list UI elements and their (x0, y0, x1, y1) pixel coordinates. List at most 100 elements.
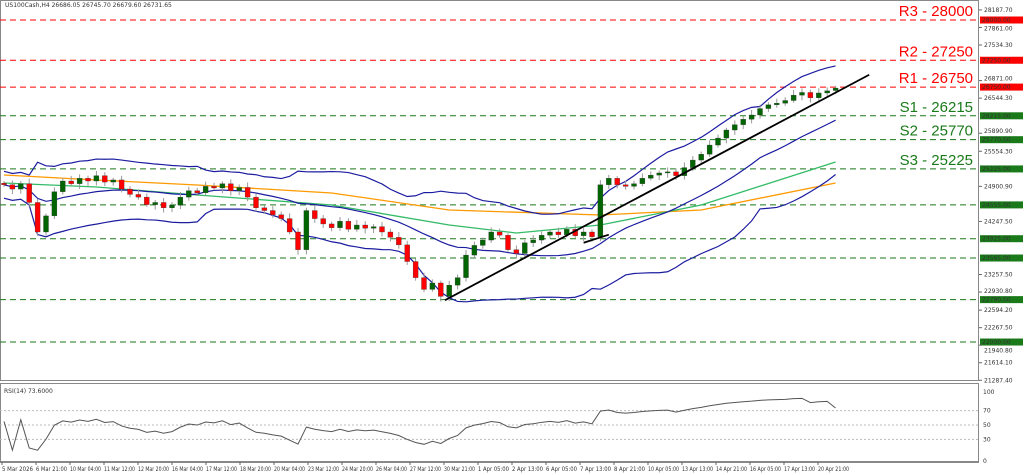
x-tick-label: 16 Apr 05:00 (750, 466, 781, 473)
candle-body (606, 178, 612, 185)
level-tag-bg (980, 254, 1023, 262)
level-tag-bg (980, 112, 1023, 120)
level-tag-bg (980, 16, 1023, 24)
x-tick-label: 18 Mar 20:00 (240, 466, 271, 473)
candle-body (68, 180, 74, 184)
level-label-26215: S1 - 26215 (900, 99, 973, 116)
candle-body (110, 179, 116, 183)
candle-body (312, 210, 318, 219)
x-tick-label: 10 Apr 05:00 (648, 466, 679, 473)
candle-body (765, 104, 772, 109)
candle-body (522, 242, 528, 254)
x-tick-label: 20 Apr 21:00 (818, 466, 849, 473)
trendline (444, 73, 870, 301)
candle-body (807, 92, 814, 98)
y-tick-label: 24247.50 (984, 218, 1013, 225)
candle-body (530, 239, 536, 243)
candle-body (60, 180, 66, 192)
candle-body (538, 235, 545, 241)
candle-body (202, 186, 209, 193)
x-tick-label: 2 Apr 13:00 (512, 466, 543, 473)
candle-body (270, 210, 276, 215)
level-tag-bg (980, 56, 1023, 64)
candle-body (463, 254, 469, 278)
candle-body (51, 191, 58, 217)
bollinger-middle (3, 119, 836, 257)
level-tag-22790: 22790.00 (982, 297, 1011, 304)
candle-body (18, 183, 24, 190)
level-tag-22000: 22000.00 (982, 339, 1011, 346)
candle-body (622, 184, 629, 187)
candle-body (698, 154, 704, 161)
candle-body (799, 92, 805, 96)
level-label-27250: R2 - 27250 (899, 43, 973, 60)
level-label-25770: S2 - 25770 (900, 123, 973, 140)
x-tick-label: 5 Mar 2026 (2, 466, 33, 473)
candle-body (144, 196, 150, 205)
candle-body (412, 261, 419, 278)
candle-body (261, 207, 268, 211)
x-tick-label: 26 Mar 04:00 (376, 466, 407, 473)
x-tick-label: 30 Mar 21:00 (444, 466, 475, 473)
candle-body (631, 183, 637, 187)
candle-body (547, 231, 553, 236)
candle-body (774, 103, 780, 105)
x-tick-label: 1 Apr 05:00 (478, 466, 509, 473)
x-tick-label: 23 Mar 12:00 (308, 466, 339, 473)
y-tick-label: 24900.90 (984, 183, 1013, 190)
y-tick-label: 21287.40 (984, 377, 1013, 384)
candle-body (93, 175, 100, 182)
level-tag-26750: 26750.00 (982, 84, 1011, 91)
candle-body (9, 184, 16, 190)
y-tick-label: 22267.50 (984, 325, 1013, 332)
candle-body (85, 178, 91, 182)
candle-body (446, 284, 452, 297)
moving-average-fast (3, 161, 836, 234)
x-tick-label: 16 Mar 04:00 (172, 466, 203, 473)
x-tick-label: 7 Apr 13:00 (580, 466, 611, 473)
candle-body (34, 202, 41, 233)
rsi-tick-label: 70 (983, 408, 991, 415)
candle-body (690, 159, 696, 168)
candle-body (169, 205, 175, 208)
candle-body (790, 94, 797, 101)
candle-body (43, 215, 49, 233)
x-tick-label: 10 Mar 04:00 (70, 466, 101, 473)
level-label-26750: R1 - 26750 (899, 70, 973, 87)
candle-body (438, 282, 444, 297)
symbol-label: US100Cash,H4 (5, 2, 50, 9)
candle-body (715, 137, 721, 146)
level-tag-bg (980, 83, 1023, 91)
rsi-line (3, 397, 836, 453)
candle-body (362, 224, 368, 229)
candle-body (1, 183, 7, 185)
chart-header: US100Cash,H4 26686.05 26745.70 26679.60 … (5, 2, 172, 9)
x-tick-label: 6 Apr 05:00 (546, 466, 577, 473)
candle-body (706, 144, 713, 155)
candle-body (832, 87, 839, 91)
candle-body (219, 183, 226, 189)
candle-body (387, 231, 394, 238)
rsi-header: RSI(14) 73.6000 (4, 388, 53, 395)
y-tick-label: 21614.10 (984, 360, 1013, 367)
candle-body (76, 178, 83, 184)
candle-body (396, 237, 402, 246)
candle-body (723, 129, 730, 139)
y-tick-label: 26871.00 (984, 76, 1013, 83)
candle-body (505, 235, 511, 250)
candle-body (370, 226, 377, 229)
level-tag-23565: 23565.00 (982, 255, 1011, 262)
candle-body (740, 119, 746, 125)
candle-body (286, 218, 293, 233)
candle-body (664, 171, 671, 174)
candle-body (480, 239, 486, 246)
candle-body (732, 124, 738, 131)
y-tick-label: 23257.50 (984, 272, 1013, 279)
candle-body (253, 196, 259, 208)
y-tick-label: 26544.30 (984, 95, 1013, 102)
x-tick-label: 20 Mar 04:00 (274, 466, 305, 473)
candle-body (211, 186, 217, 189)
candle-body (429, 282, 436, 290)
x-tick-label: 14 Apr 21:00 (716, 466, 747, 473)
